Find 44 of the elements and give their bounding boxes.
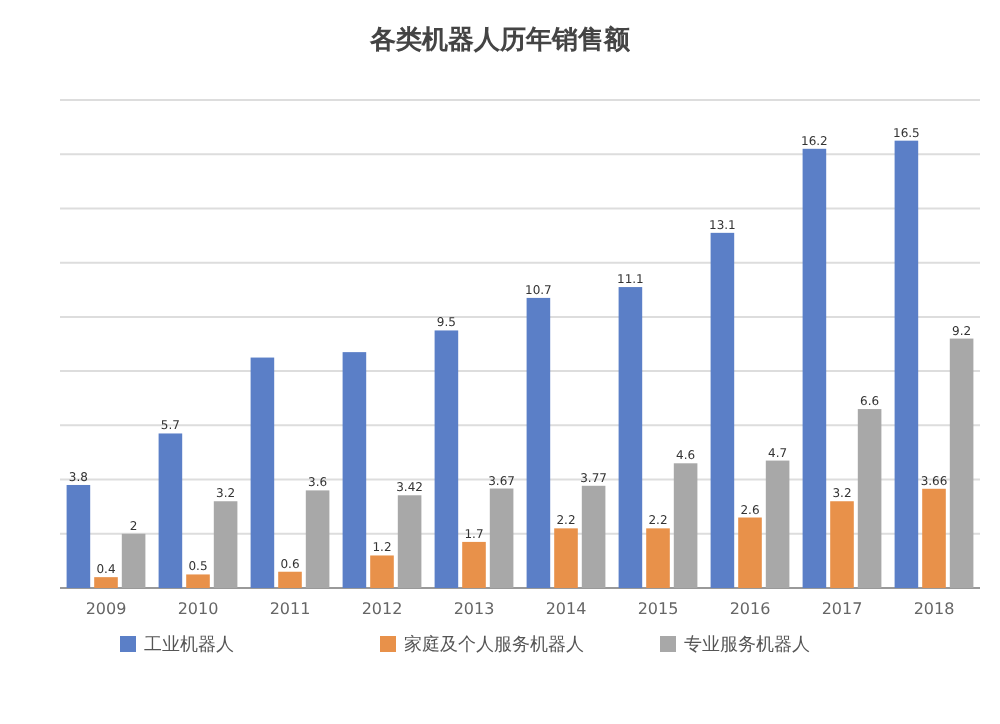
x-tick-label: 2012 [361,600,403,618]
bar [646,528,670,588]
bar [765,460,790,588]
bar [158,433,183,588]
bar [213,501,238,588]
bar [581,485,606,588]
legend-label: 工业机器人 [144,634,234,656]
legend-label: 家庭及个人服务机器人 [404,634,584,656]
bar [397,495,422,588]
x-tick-label: 2009 [85,600,127,618]
bar [278,571,302,588]
bar [66,484,91,588]
x-tick-label: 2016 [729,600,771,618]
bar [186,574,210,588]
x-tick-label: 2014 [545,600,587,618]
bar [949,338,974,588]
bar [922,488,946,588]
x-tick-label: 2015 [637,600,679,618]
bar [830,501,854,588]
x-tick-label: 2017 [821,600,863,618]
legend-label: 专业服务机器人 [684,634,810,656]
bar [462,541,486,588]
bar [526,297,551,588]
bar [434,330,459,588]
bar [554,528,578,588]
x-tick-label: 2011 [269,600,311,618]
bar [370,555,394,588]
bar [94,577,118,588]
x-tick-label: 2013 [453,600,495,618]
bar [802,148,827,588]
bar [738,517,762,588]
chart-title: 各类机器人历年销售额 [368,24,632,56]
x-tick-label: 2010 [177,600,219,618]
bar [857,409,882,588]
bar [710,232,735,588]
bar [894,140,919,588]
x-tick-label: 2018 [913,600,955,618]
bar [489,488,514,588]
bar [305,490,330,588]
bar [250,357,275,588]
bar [618,287,643,588]
bar [342,352,367,588]
bar [121,533,146,588]
bar [673,463,698,588]
